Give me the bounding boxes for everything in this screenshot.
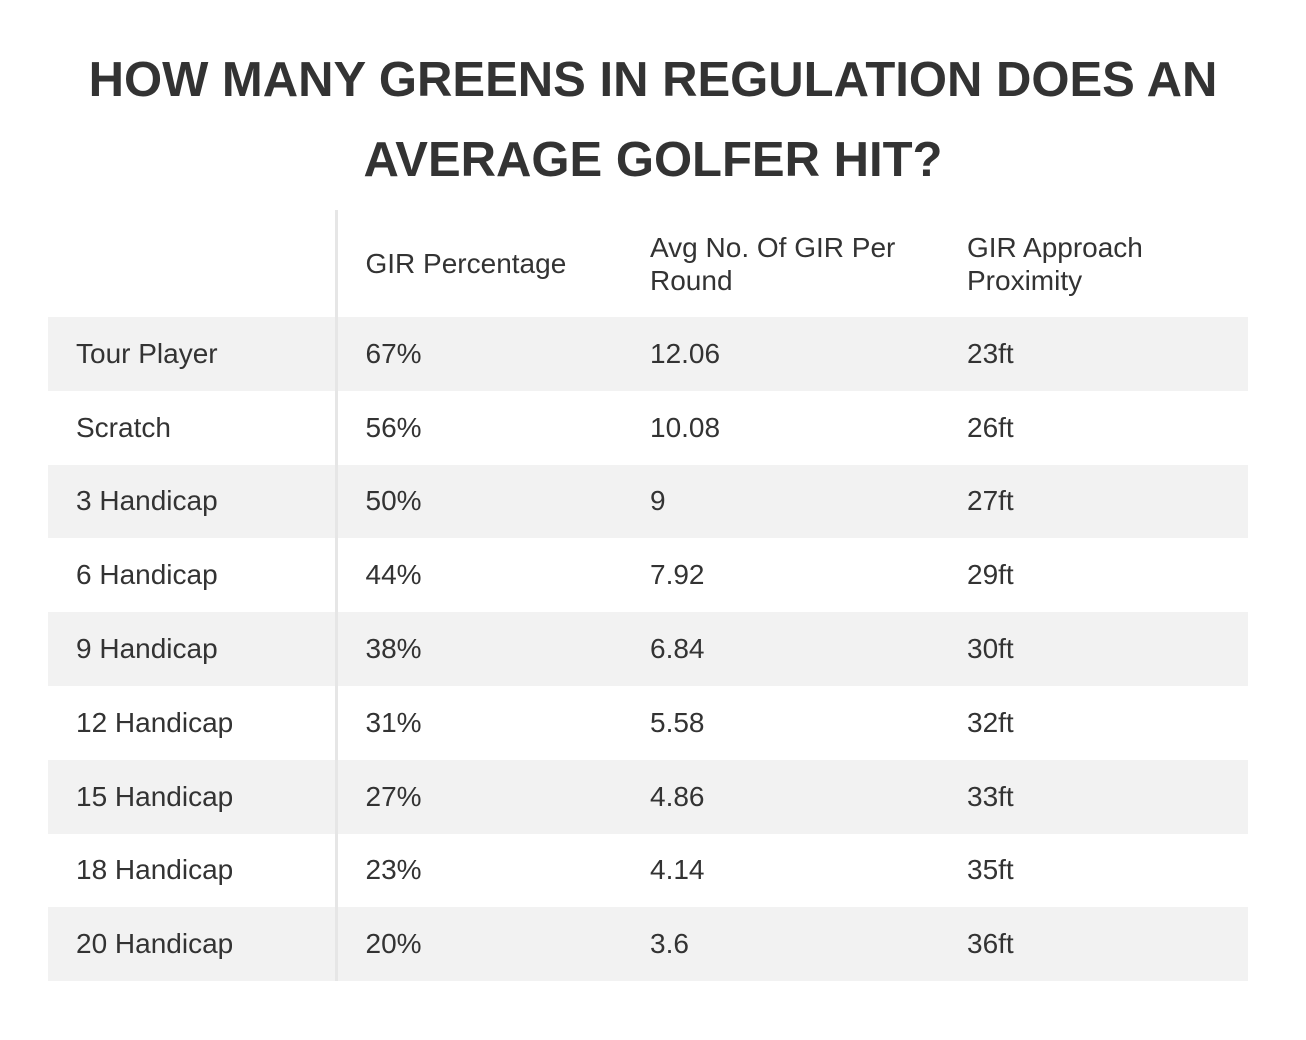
table-body: Tour Player 67% 12.06 23ft Scratch 56% 1… <box>48 317 1248 982</box>
gir-table-container: GIR Percentage Avg No. Of GIR Per Round … <box>48 210 1248 982</box>
avg-gir-cell: 3.6 <box>622 907 939 982</box>
header-cell-avg-gir-per-round: Avg No. Of GIR Per Round <box>650 231 896 296</box>
table-row: 6 Handicap 44% 7.92 29ft <box>48 538 1248 613</box>
table-row: Tour Player 67% 12.06 23ft <box>48 317 1248 391</box>
approach-proximity-cell: 27ft <box>939 464 1248 539</box>
table-header: GIR Percentage Avg No. Of GIR Per Round … <box>48 210 1248 317</box>
player-level-cell: Scratch <box>48 390 338 465</box>
player-level-cell: 12 Handicap <box>48 685 338 760</box>
gir-table: GIR Percentage Avg No. Of GIR Per Round … <box>48 210 1248 982</box>
approach-proximity-cell: 35ft <box>939 833 1248 908</box>
gir-percentage-cell: 31% <box>336 685 622 760</box>
table-row: 18 Handicap 23% 4.14 35ft <box>48 833 1248 908</box>
approach-proximity-cell: 32ft <box>939 685 1248 760</box>
header-cell-empty <box>48 210 338 317</box>
approach-proximity-cell: 23ft <box>939 317 1248 391</box>
approach-proximity-cell: 30ft <box>939 612 1248 686</box>
player-level-cell: 20 Handicap <box>48 907 338 982</box>
table-row: Scratch 56% 10.08 26ft <box>48 390 1248 465</box>
avg-gir-cell: 4.86 <box>622 759 939 834</box>
gir-percentage-cell: 27% <box>336 759 622 834</box>
approach-proximity-cell: 29ft <box>939 538 1248 613</box>
approach-proximity-cell: 26ft <box>939 390 1248 465</box>
player-level-cell: 18 Handicap <box>48 833 338 908</box>
gir-percentage-cell: 20% <box>336 907 622 982</box>
avg-gir-cell: 12.06 <box>622 317 939 391</box>
player-level-cell: 3 Handicap <box>48 464 338 539</box>
avg-gir-cell: 9 <box>622 464 939 539</box>
player-level-cell: 15 Handicap <box>48 759 338 834</box>
page-title: HOW MANY GREENS IN REGULATION DOES AN AV… <box>88 53 1218 187</box>
approach-proximity-cell: 36ft <box>939 907 1248 982</box>
player-level-cell: 9 Handicap <box>48 612 338 686</box>
table-row: 12 Handicap 31% 5.58 32ft <box>48 685 1248 760</box>
player-level-cell: 6 Handicap <box>48 538 338 613</box>
table-row: 15 Handicap 27% 4.86 33ft <box>48 759 1248 834</box>
header-cell-gir-approach-proximity: GIR Approach Proximity <box>967 231 1143 296</box>
avg-gir-cell: 4.14 <box>622 833 939 908</box>
avg-gir-cell: 10.08 <box>622 390 939 465</box>
header-cell-gir-percentage: GIR Percentage <box>365 248 567 279</box>
gir-percentage-cell: 44% <box>336 538 622 613</box>
header-row: GIR Percentage Avg No. Of GIR Per Round … <box>48 210 1248 317</box>
gir-percentage-cell: 38% <box>336 612 622 686</box>
approach-proximity-cell: 33ft <box>939 759 1248 834</box>
gir-percentage-cell: 50% <box>336 464 622 539</box>
gir-percentage-cell: 23% <box>336 833 622 908</box>
table-row: 3 Handicap 50% 9 27ft <box>48 464 1248 539</box>
table-row: 9 Handicap 38% 6.84 30ft <box>48 612 1248 686</box>
avg-gir-cell: 6.84 <box>622 612 939 686</box>
player-level-cell: Tour Player <box>48 317 338 391</box>
avg-gir-cell: 5.58 <box>622 685 939 760</box>
avg-gir-cell: 7.92 <box>622 538 939 613</box>
gir-percentage-cell: 67% <box>336 317 622 391</box>
gir-percentage-cell: 56% <box>336 390 622 465</box>
table-row: 20 Handicap 20% 3.6 36ft <box>48 907 1248 982</box>
